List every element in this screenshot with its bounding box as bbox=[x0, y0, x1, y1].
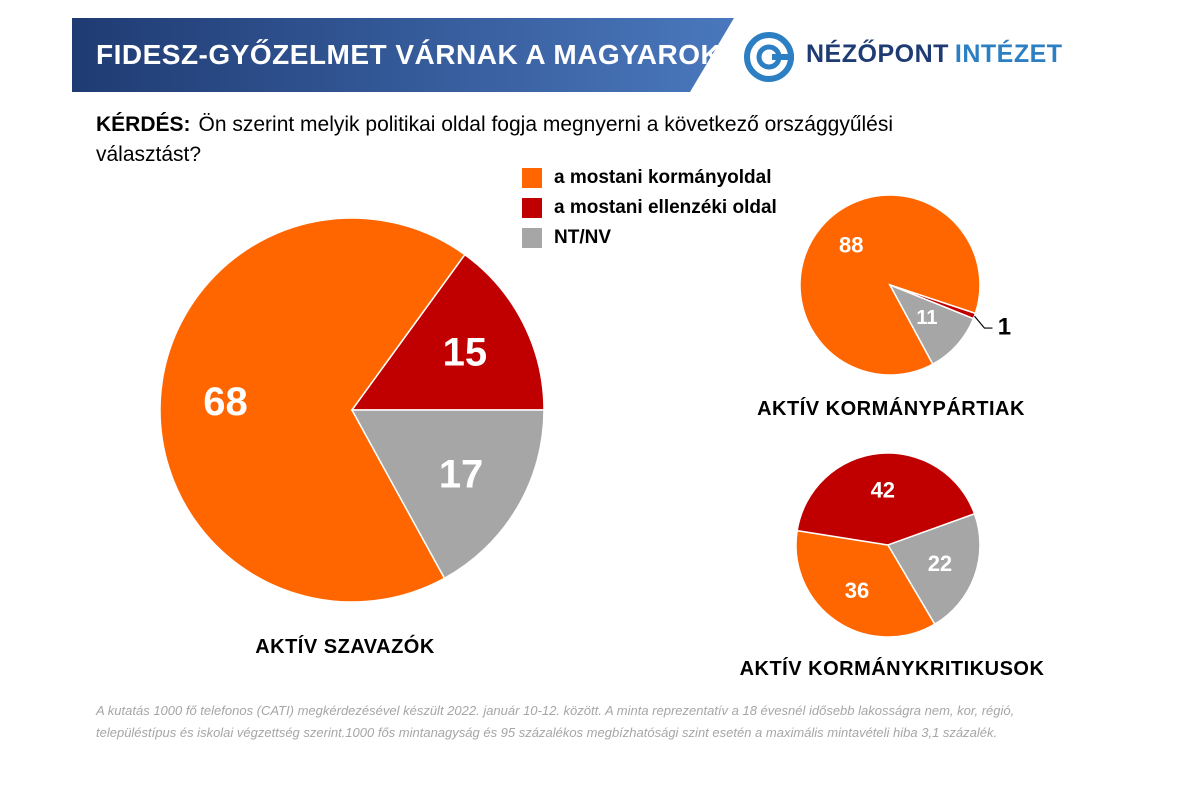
pie-title-aktiv-kormanykritikusok: AKTÍV KORMÁNYKRITIKUSOK bbox=[739, 658, 1045, 680]
page-title: FIDESZ-GYŐZELMET VÁRNAK A MAGYAROK bbox=[96, 39, 722, 70]
question-text: Ön szerint melyik politikai oldal fogja … bbox=[96, 113, 894, 166]
pie-slice-kormanyoldal bbox=[795, 529, 936, 638]
data-label-ellenzek: 15 bbox=[443, 330, 488, 374]
methodology-footnote: A kutatás 1000 fő telefonos (CATI) megké… bbox=[96, 703, 1015, 740]
data-label-ntnv: 22 bbox=[928, 551, 952, 576]
legend-swatch bbox=[522, 228, 542, 248]
data-label-kormanyoldal: 68 bbox=[203, 380, 248, 424]
nezopont-logo: NÉZŐPONT INTÉZET bbox=[744, 30, 1064, 84]
legend-label: a mostani ellenzéki oldal bbox=[554, 197, 777, 218]
data-label-ellenzek: 1 bbox=[998, 314, 1011, 341]
pie-slice-kormanyoldal bbox=[799, 194, 981, 376]
question-label: KÉRDÉS: bbox=[96, 113, 191, 136]
pie-slice-ntnv bbox=[350, 409, 545, 580]
survey-question: KÉRDÉS: Ön szerint melyik politikai oldal… bbox=[96, 110, 916, 170]
pie-title-aktiv-kormanypartiak: AKTÍV KORMÁNYPÁRTIAK bbox=[757, 398, 1025, 420]
data-label-ntnv: 11 bbox=[916, 307, 937, 329]
pie-slice-ellenzek bbox=[350, 253, 545, 411]
nezopont-logo-icon bbox=[744, 32, 794, 82]
legend-swatch bbox=[522, 168, 542, 188]
legend-swatch bbox=[522, 198, 542, 218]
pie-slice-ntnv bbox=[888, 283, 975, 366]
leader-line bbox=[974, 315, 993, 329]
logo-text-nezopont: NÉZŐPONT bbox=[806, 40, 949, 68]
pie-slice-kormanyoldal bbox=[159, 217, 466, 603]
title-banner: FIDESZ-GYŐZELMET VÁRNAK A MAGYAROK bbox=[72, 18, 734, 92]
legend-label: NT/NV bbox=[554, 227, 611, 248]
pie-title-aktiv-szavazok: AKTÍV SZAVAZÓK bbox=[255, 636, 435, 658]
pie-slice-ellenzek bbox=[796, 452, 976, 546]
logo-text: NÉZŐPONT INTÉZET bbox=[806, 40, 1063, 69]
data-label-kormanyoldal: 88 bbox=[839, 232, 863, 257]
data-label-kormanyoldal: 36 bbox=[845, 578, 869, 603]
legend-label: a mostani kormányoldal bbox=[554, 167, 772, 188]
pie-slice-ntnv bbox=[886, 512, 981, 626]
logo-text-intezet: INTÉZET bbox=[954, 40, 1063, 68]
data-label-ellenzek: 42 bbox=[871, 478, 895, 503]
banner-background bbox=[72, 18, 734, 92]
data-label-ntnv: 17 bbox=[439, 453, 484, 497]
